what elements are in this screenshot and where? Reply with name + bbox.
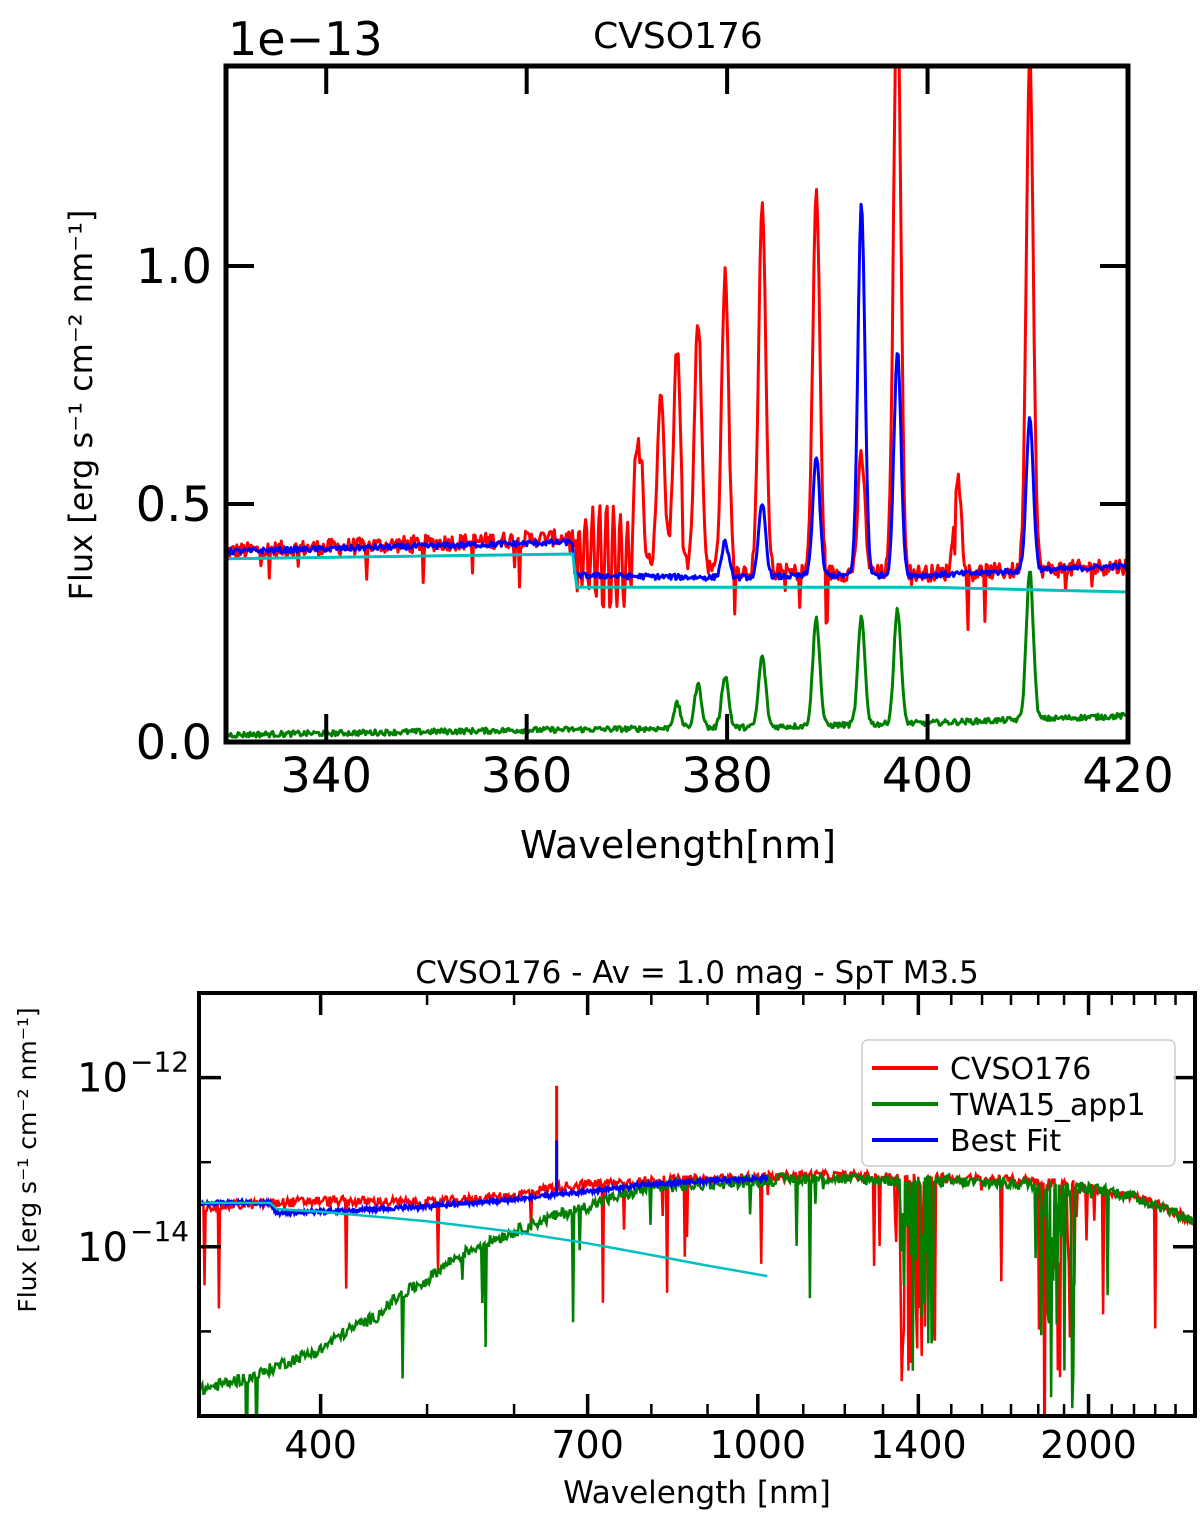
top-x-tick-label: 360 bbox=[481, 748, 573, 804]
top-chart-title: CVSO176 bbox=[593, 16, 763, 57]
top-series-cvso176 bbox=[226, 66, 1128, 631]
bottom-series-cvso176 bbox=[199, 1167, 1195, 1416]
top-axes: 340 360 380 400 420 0.0 0.5 1.0 bbox=[136, 63, 1174, 804]
top-x-tick-label: 380 bbox=[681, 748, 773, 804]
bottom-y-axis-label: Flux [erg s⁻¹ cm⁻² nm⁻¹] bbox=[13, 1007, 42, 1312]
top-y-tick-label: 0.0 bbox=[136, 715, 212, 771]
bottom-x-tick-label: 2000 bbox=[1040, 1423, 1137, 1467]
top-series-twa15-app1 bbox=[226, 570, 1128, 739]
top-plot-frame bbox=[223, 63, 1131, 745]
bottom-x-tick-label: 400 bbox=[284, 1423, 357, 1467]
bottom-x-tick-label: 1000 bbox=[709, 1423, 806, 1467]
legend-label: Best Fit bbox=[950, 1124, 1061, 1159]
bottom-plot-frame bbox=[197, 991, 1197, 1418]
top-x-tick-label: 420 bbox=[1082, 748, 1174, 804]
legend-label: TWA15_app1 bbox=[949, 1088, 1146, 1123]
bottom-y-tick-label: 10 bbox=[77, 1225, 128, 1271]
top-x-tick-label: 340 bbox=[280, 748, 372, 804]
top-offset-text: 1e−13 bbox=[228, 12, 383, 66]
bottom-y-tick-exponent: −14 bbox=[130, 1215, 189, 1248]
legend-box bbox=[861, 1039, 1176, 1167]
top-y-tick-label: 0.5 bbox=[136, 477, 212, 533]
top-y-tick-label: 1.0 bbox=[136, 239, 212, 295]
bottom-x-tick-label: 700 bbox=[551, 1423, 624, 1467]
top-x-axis-label: Wavelength[nm] bbox=[520, 823, 836, 867]
bottom-series-best-fit bbox=[199, 1172, 769, 1219]
top-series-best-fit bbox=[226, 202, 1128, 582]
bottom-data-group bbox=[199, 1085, 1195, 1416]
bottom-series-slab bbox=[199, 1201, 768, 1278]
bottom-x-axis-label: Wavelength [nm] bbox=[563, 1475, 831, 1511]
top-x-tick-label: 400 bbox=[882, 748, 974, 804]
top-y-axis-label: Flux [erg s⁻¹ cm⁻² nm⁻¹] bbox=[62, 210, 100, 601]
bottom-chart-title: CVSO176 - Av = 1.0 mag - SpT M3.5 bbox=[415, 955, 979, 991]
bottom-y-tick-label: 10 bbox=[77, 1056, 128, 1102]
top-data-group bbox=[226, 66, 1128, 739]
bottom-y-tick-exponent: −12 bbox=[130, 1046, 189, 1079]
bottom-x-tick-label: 1400 bbox=[870, 1423, 967, 1467]
top-panel: 1e−13 CVSO176 340 360 380 400 420 0.0 0.5 1.0 W… bbox=[62, 12, 1174, 867]
top-series-slab bbox=[226, 552, 1128, 594]
bottom-panel: CVSO176 - Av = 1.0 mag - SpT M3.5 400 700… bbox=[13, 955, 1197, 1511]
legend-label: CVSO176 bbox=[950, 1052, 1091, 1087]
